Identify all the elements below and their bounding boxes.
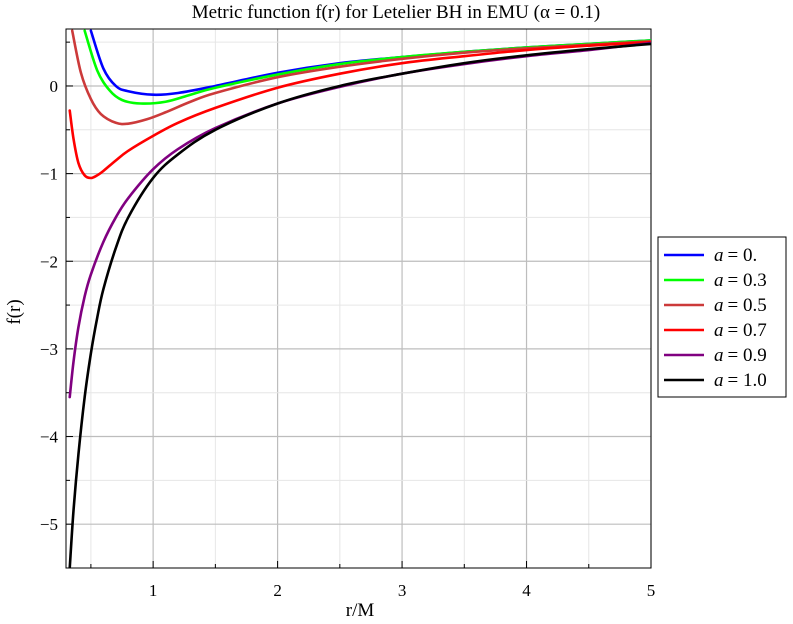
- legend-value: = 0.7: [728, 320, 767, 341]
- legend-value: = 0.: [728, 245, 758, 266]
- y-tick-label: 0: [50, 77, 59, 96]
- legend-entry: a = 0.7: [714, 320, 767, 341]
- y-tick-label: −5: [40, 515, 58, 534]
- series-line-5: [68, 42, 651, 568]
- x-tick-label: 1: [149, 581, 158, 600]
- x-tick-label: 2: [273, 581, 282, 600]
- legend-entry: a = 0.3: [714, 270, 767, 291]
- grid: [66, 29, 652, 569]
- legend-entry: a = 1.0: [714, 370, 767, 391]
- legend-value: = 0.9: [728, 345, 767, 366]
- series-line-4: [68, 41, 651, 399]
- series-line-2: [70, 29, 651, 126]
- legend-symbol: a: [714, 245, 724, 266]
- legend-symbol: a: [714, 320, 724, 341]
- legend-value: = 0.3: [728, 270, 767, 291]
- x-tick-label: 3: [398, 581, 407, 600]
- legend-value: = 1.0: [728, 370, 767, 391]
- series-line-3: [68, 40, 651, 180]
- y-tick-label: −3: [40, 340, 58, 359]
- legend-entry: a = 0.5: [714, 295, 767, 316]
- x-tick-label: 5: [647, 581, 656, 600]
- legend-symbol: a: [714, 370, 724, 391]
- legend: a = 0.a = 0.3a = 0.5a = 0.7a = 0.9a = 1.0: [657, 236, 787, 398]
- chart-title: Metric function f(r) for Letelier BH in …: [192, 2, 600, 23]
- y-tick-label: −2: [40, 252, 58, 271]
- y-axis-label: f(r): [4, 299, 25, 324]
- legend-box: [657, 236, 787, 398]
- legend-value: = 0.5: [728, 295, 767, 316]
- x-tick-label: 4: [522, 581, 531, 600]
- y-tick-label: −4: [40, 428, 59, 447]
- series-layer: [68, 29, 651, 568]
- legend-entry: a = 0.9: [714, 345, 767, 366]
- legend-entry: a = 0.: [714, 245, 757, 266]
- plot-area: [65, 28, 652, 569]
- x-axis-label: r/M: [346, 600, 375, 621]
- legend-symbol: a: [714, 345, 724, 366]
- legend-symbol: a: [714, 295, 724, 316]
- tick-labels: 1 2 3 4 5 0 −1 −2 −3 −4 −5: [40, 77, 655, 600]
- y-tick-label: −1: [40, 165, 58, 184]
- legend-symbol: a: [714, 270, 724, 291]
